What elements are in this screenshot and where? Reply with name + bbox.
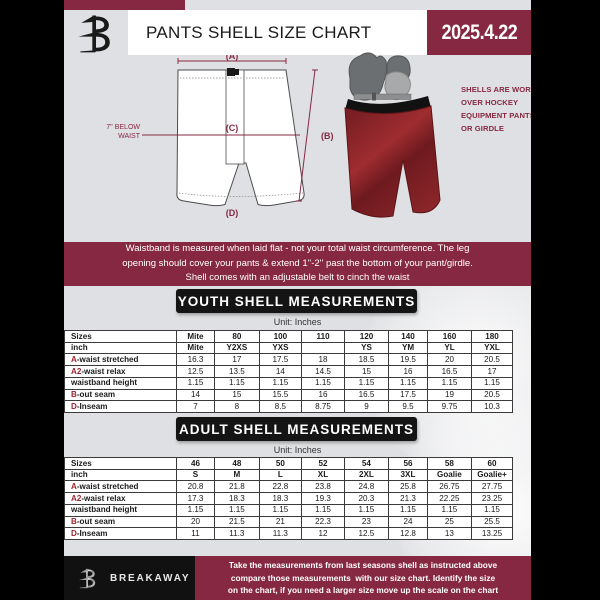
svg-text:7'' BELOW: 7'' BELOW xyxy=(106,124,140,131)
svg-text:(B): (B) xyxy=(321,131,334,141)
svg-text:WAIST: WAIST xyxy=(118,133,141,140)
svg-text:(A): (A) xyxy=(226,55,239,61)
svg-text:(D): (D) xyxy=(226,208,239,218)
svg-text:(C): (C) xyxy=(226,123,239,133)
